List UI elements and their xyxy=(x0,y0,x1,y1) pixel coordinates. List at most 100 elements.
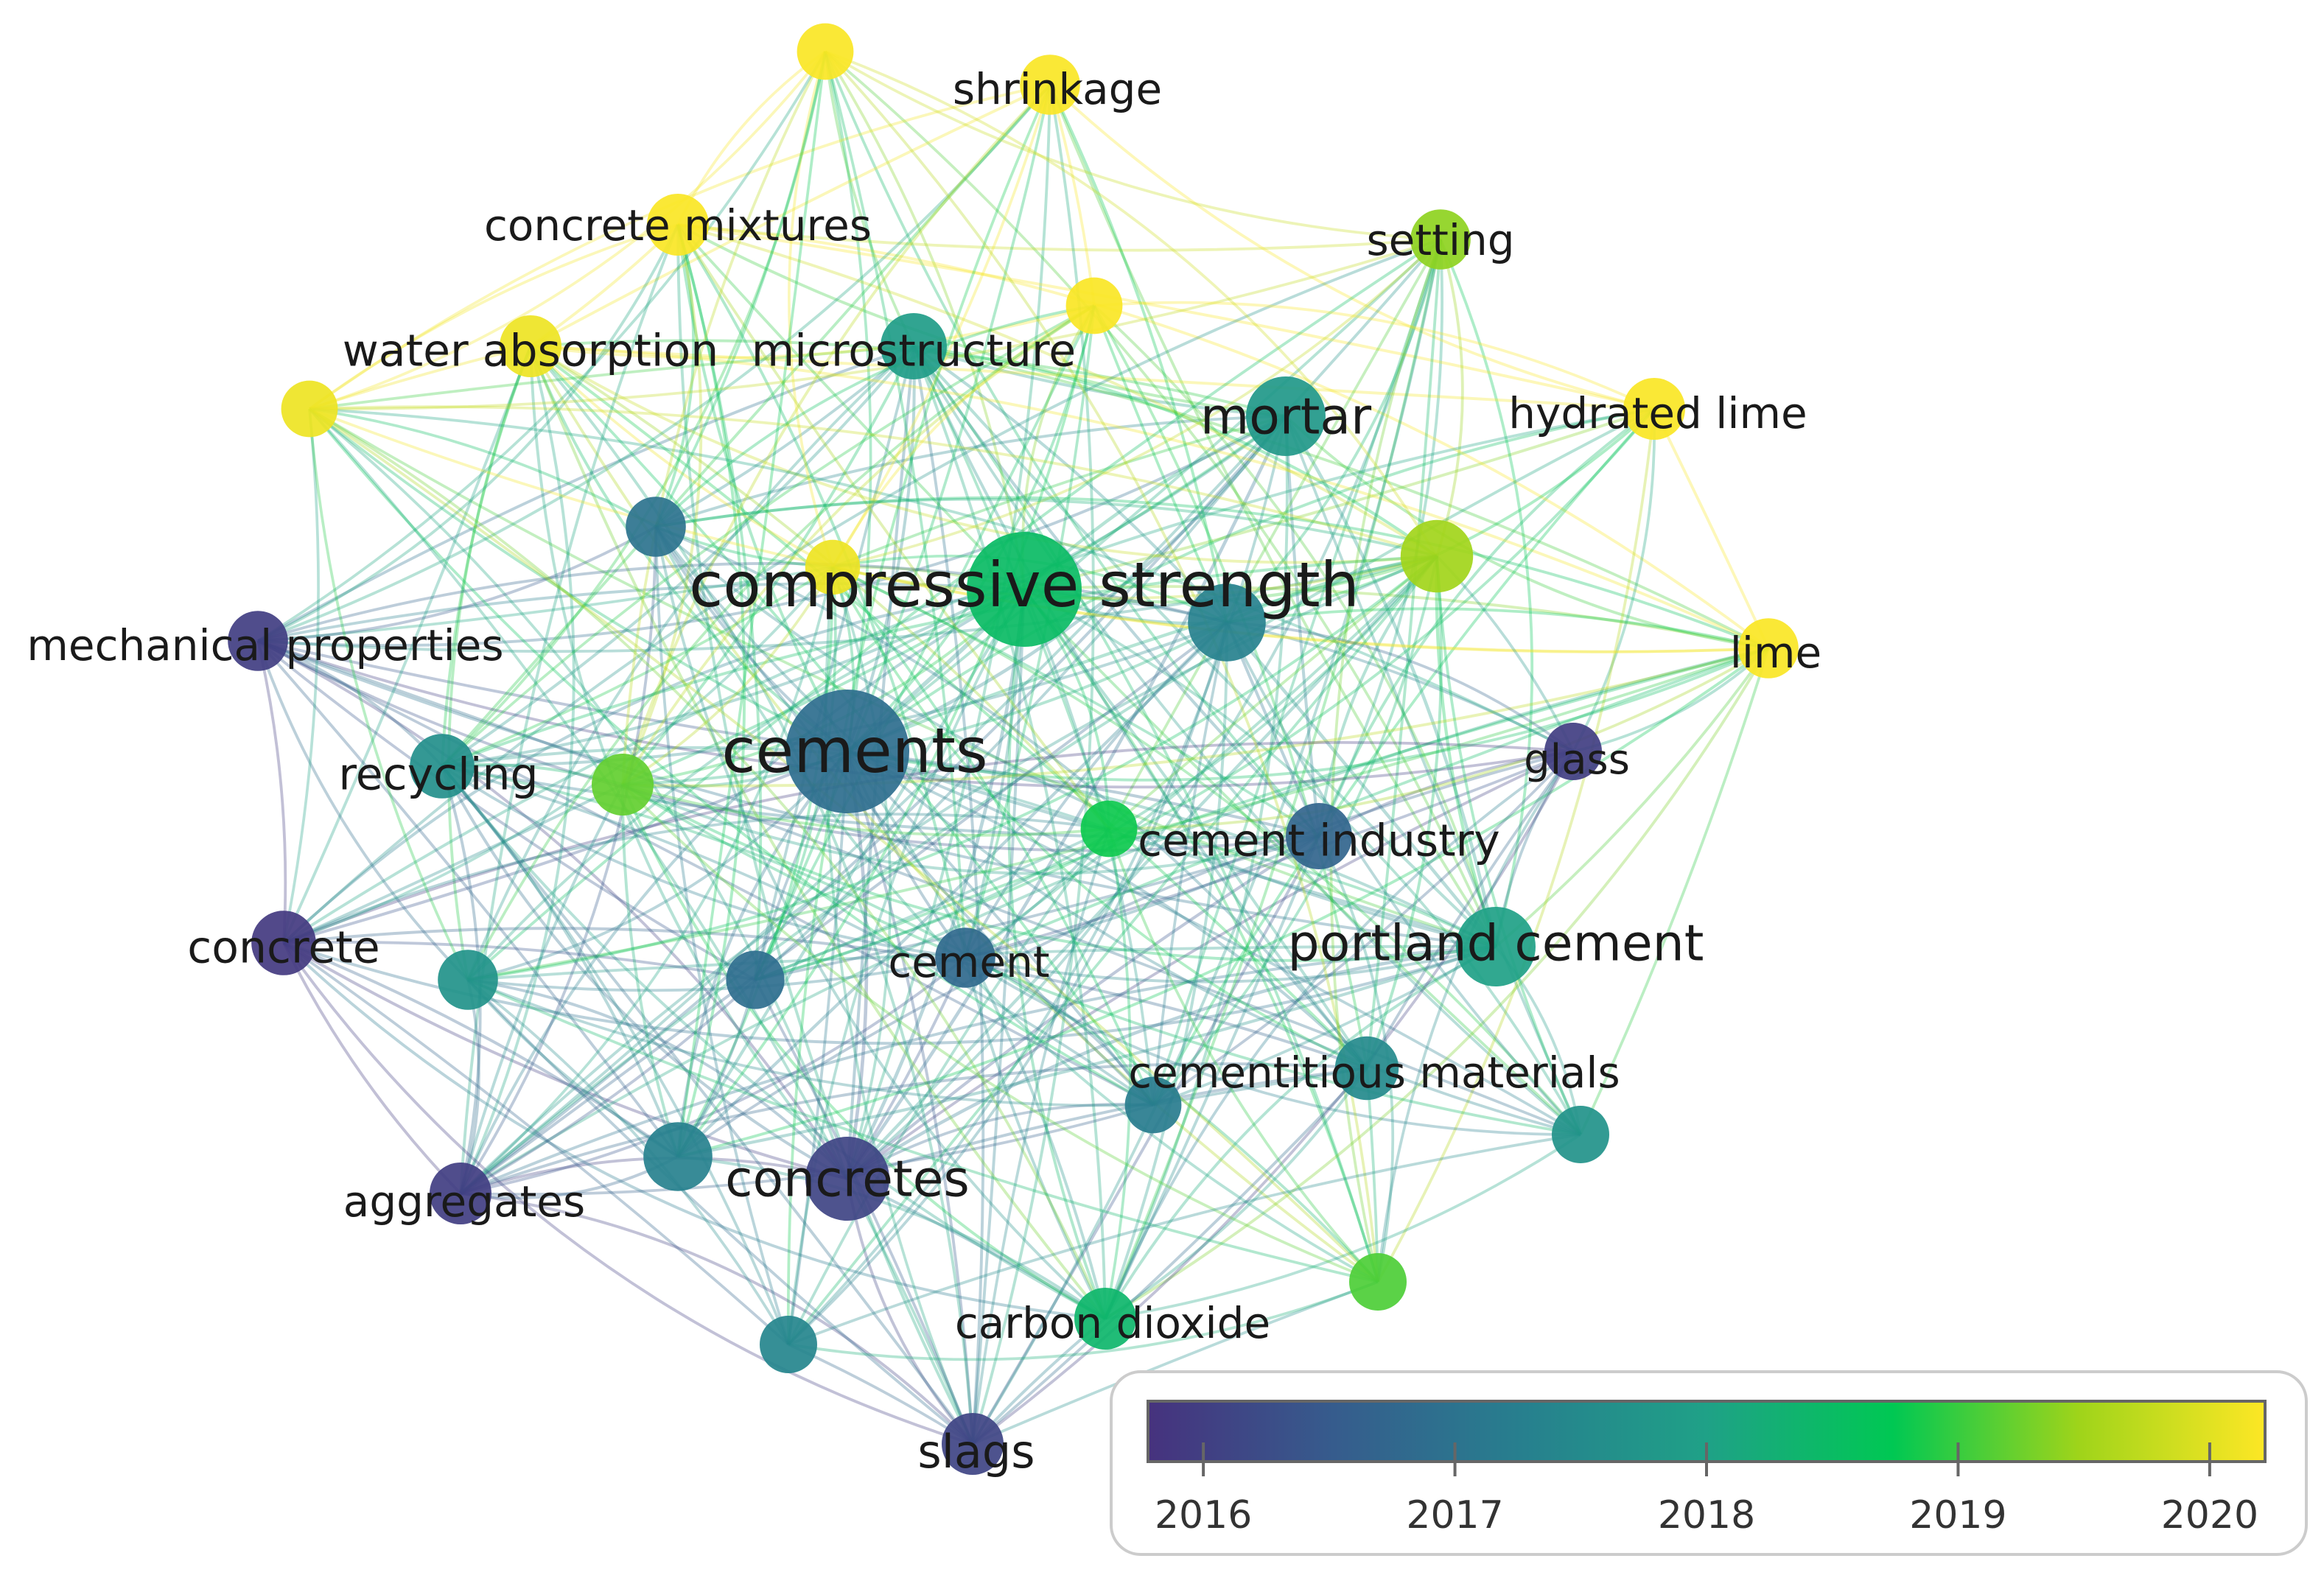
node-shrinkage[interactable] xyxy=(1020,55,1080,115)
node-concrete[interactable] xyxy=(251,911,316,975)
node-n2[interactable] xyxy=(281,380,338,438)
node-n15[interactable] xyxy=(1349,1253,1407,1311)
network-edge xyxy=(912,346,985,1445)
network-edge xyxy=(1104,239,1442,1319)
node-water-absorption[interactable] xyxy=(500,315,561,377)
node-label-hydrated-lime: hydrated lime xyxy=(1508,388,1807,438)
node-compressive-strength[interactable] xyxy=(967,532,1082,647)
node-n8[interactable] xyxy=(592,754,654,816)
network-edge xyxy=(1023,588,1368,1070)
node-concretes[interactable] xyxy=(805,1137,889,1221)
node-mortar[interactable] xyxy=(1246,376,1326,456)
network-edge xyxy=(1104,828,1132,1319)
network-edge xyxy=(466,238,1442,981)
node-label-mechanical-properties: mechanical properties xyxy=(27,620,503,670)
network-edge xyxy=(847,750,1581,1136)
network-edge xyxy=(1284,415,1498,947)
node-carbon-dioxide[interactable] xyxy=(1074,1288,1136,1350)
node-concrete-mixtures[interactable] xyxy=(647,194,709,256)
network-edge xyxy=(971,239,1442,1445)
node-recycling[interactable] xyxy=(410,734,475,799)
network-edge xyxy=(530,345,1655,410)
network-edge xyxy=(1226,607,1769,650)
network-edge xyxy=(257,639,848,753)
node-n11[interactable] xyxy=(726,950,785,1009)
network-edge xyxy=(847,749,1497,949)
network-edge xyxy=(309,405,1438,558)
node-n14[interactable] xyxy=(1552,1106,1609,1163)
node-n6[interactable] xyxy=(1400,519,1474,593)
network-edge xyxy=(459,526,657,1195)
node-lime[interactable] xyxy=(1738,618,1799,678)
network-edge xyxy=(1023,585,1769,650)
network-edge xyxy=(283,783,623,944)
node-n5[interactable] xyxy=(626,497,686,557)
network-edge xyxy=(621,304,1095,785)
network-edge xyxy=(1049,84,1228,623)
network-edge xyxy=(677,223,1287,418)
network-edge xyxy=(847,1103,1154,1180)
node-cementitious-materials[interactable] xyxy=(1334,1036,1399,1101)
network-edge xyxy=(308,407,1154,1107)
network-edge xyxy=(256,639,679,1158)
network-edge xyxy=(1152,945,1497,1107)
network-edge xyxy=(846,555,1438,1180)
node-label-portland-cement: portland cement xyxy=(1288,915,1704,973)
network-edge xyxy=(832,566,1320,838)
node-setting[interactable] xyxy=(1410,209,1471,270)
network-edge xyxy=(467,750,849,981)
node-n12[interactable] xyxy=(643,1122,713,1191)
node-portland-cement[interactable] xyxy=(1456,907,1536,986)
node-label-compressive-strength: compressive strength xyxy=(689,549,1359,621)
network-edge xyxy=(529,345,1438,564)
node-label-carbon-dioxide: carbon dioxide xyxy=(955,1298,1270,1348)
node-mechanical-properties[interactable] xyxy=(228,611,288,671)
node-cement-industry[interactable] xyxy=(1286,803,1352,869)
node-glass[interactable] xyxy=(1544,723,1602,780)
node-cement[interactable] xyxy=(935,927,995,988)
network-edge xyxy=(677,223,1441,252)
node-n7[interactable] xyxy=(1188,583,1266,662)
network-edge xyxy=(1104,415,1289,1319)
node-slags[interactable] xyxy=(942,1413,1004,1475)
node-cements[interactable] xyxy=(785,690,909,813)
network-edge xyxy=(530,83,1051,348)
network-edge xyxy=(257,345,914,642)
network-edge xyxy=(622,621,1228,786)
network-edge xyxy=(654,525,1497,948)
node-n4[interactable] xyxy=(805,539,861,595)
network-edge xyxy=(846,415,1288,1180)
network-edge xyxy=(257,415,1287,647)
node-n3[interactable] xyxy=(1065,277,1123,334)
network-edge xyxy=(1108,647,1769,830)
network-edge xyxy=(459,784,624,1194)
network-edge xyxy=(655,497,1438,558)
network-edge xyxy=(1152,407,1656,1106)
network-edge xyxy=(676,750,849,1157)
node-n9[interactable] xyxy=(1080,800,1138,858)
legend-tick-label: 2019 xyxy=(1909,1493,2006,1537)
node-aggregates[interactable] xyxy=(430,1163,491,1224)
network-edge xyxy=(676,51,827,1157)
network-edge xyxy=(754,84,1051,981)
network-edge xyxy=(654,526,790,1345)
network-edge xyxy=(467,978,1379,1283)
network-edge xyxy=(257,51,827,642)
node-n10[interactable] xyxy=(438,950,498,1010)
network-edge xyxy=(676,224,974,1445)
network-edge xyxy=(655,525,1368,1070)
network-edge xyxy=(308,408,469,981)
node-n16[interactable] xyxy=(760,1316,817,1373)
node-hydrated-lime[interactable] xyxy=(1623,378,1685,440)
node-microstructure[interactable] xyxy=(881,313,947,379)
node-n1[interactable] xyxy=(797,23,854,80)
network-edge xyxy=(655,496,1769,650)
node-n13[interactable] xyxy=(1124,1076,1182,1134)
network-edge xyxy=(530,304,1095,360)
node-label-lime: lime xyxy=(1730,628,1821,678)
network-edge xyxy=(971,835,1320,1445)
node-label-setting: setting xyxy=(1366,215,1514,265)
network-edge xyxy=(787,555,1438,1346)
network-labels: cements compressive strength concretes port… xyxy=(27,64,1821,1479)
